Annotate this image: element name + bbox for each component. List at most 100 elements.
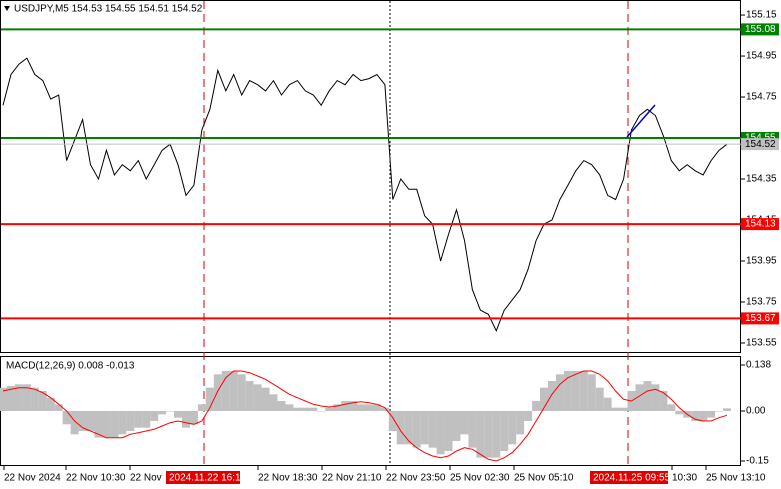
histogram-bar	[547, 381, 556, 411]
histogram-bar	[587, 374, 596, 411]
histogram-bar	[707, 411, 716, 418]
current-price-label: 154.52	[745, 139, 776, 150]
histogram-bar	[86, 411, 95, 431]
histogram-bar	[460, 411, 469, 435]
y-tick-label: 153.95	[746, 256, 777, 267]
level-label-box	[741, 218, 779, 231]
y-tick-label: 154.95	[746, 51, 777, 62]
x-tick-label: 22 Nov 23:50	[386, 473, 446, 484]
histogram-bar	[317, 411, 326, 412]
histogram-bar	[158, 411, 167, 415]
price-panel	[0, 0, 741, 353]
histogram-bar	[667, 404, 676, 411]
histogram-bar	[261, 387, 270, 411]
histogram-bar	[540, 387, 549, 411]
x-tick-label: 22 Nov 2024	[4, 473, 61, 484]
histogram-bar	[436, 411, 445, 455]
histogram-bar	[102, 411, 111, 438]
histogram-bar	[62, 411, 71, 425]
histogram-bar	[484, 411, 493, 458]
y-tick-label: 155.15	[746, 10, 777, 21]
current-price-box	[741, 138, 779, 151]
level-label: 154.13	[745, 219, 776, 230]
histogram-bar	[532, 401, 541, 411]
histogram-bar	[555, 374, 564, 411]
histogram-bar	[595, 387, 604, 411]
chart-title: USDJPY,M5 154.53 154.55 154.51 154.52	[14, 4, 203, 15]
histogram-bar	[396, 411, 405, 445]
histogram-bar	[325, 407, 334, 411]
x-tick-label: 25 Nov 13:10	[706, 473, 766, 484]
price-line	[2, 57, 728, 332]
histogram-bar	[516, 411, 525, 435]
histogram-bar	[285, 404, 294, 411]
histogram-bar	[524, 411, 533, 421]
histogram-bar	[150, 411, 159, 421]
histogram-bar	[245, 381, 254, 411]
histogram-bar	[349, 401, 358, 411]
histogram-bar	[189, 411, 198, 425]
histogram-bar	[174, 411, 183, 418]
histogram-bar	[715, 411, 724, 412]
histogram-bar	[619, 407, 628, 411]
y-tick-label: 0.00	[746, 406, 766, 417]
menu-icon	[4, 6, 10, 11]
y-tick-label: 0.138	[746, 360, 771, 371]
histogram-bar	[611, 407, 620, 411]
level-label: 154.55	[745, 133, 776, 144]
marker-box	[590, 471, 668, 484]
histogram-bar	[333, 404, 342, 411]
x-tick-label: 22 Nov	[130, 473, 162, 484]
histogram-bar	[380, 407, 389, 411]
level-label: 153.67	[745, 313, 776, 324]
histogram-bar	[508, 411, 517, 445]
x-tick-label: 10:30	[672, 473, 697, 484]
y-tick-label: 153.55	[746, 338, 777, 349]
y-tick-label: 153.75	[746, 297, 777, 308]
histogram-bar	[277, 401, 286, 411]
histogram-bar	[197, 404, 206, 411]
histogram-bar	[723, 408, 731, 411]
histogram-bar	[341, 401, 350, 411]
macd-title: MACD(12,26,9) 0.008 -0.013	[6, 361, 135, 372]
histogram-bar	[166, 411, 175, 412]
histogram-bar	[699, 411, 708, 421]
histogram-bar	[253, 384, 262, 411]
level-label-box	[741, 23, 779, 36]
histogram-bar	[30, 387, 39, 411]
x-tick-label: 22 Nov 10:30	[66, 473, 126, 484]
histogram-bar	[22, 384, 31, 411]
histogram-bar	[126, 411, 135, 431]
signal-line	[2, 370, 728, 462]
histogram-bar	[357, 404, 366, 411]
histogram-bar	[237, 374, 246, 411]
histogram-bar	[46, 397, 55, 411]
plot-layer: 155.15154.95154.75154.55154.35154.15153.…	[0, 10, 779, 484]
histogram-bar	[221, 371, 230, 411]
histogram-bar	[643, 381, 652, 411]
histogram-bar	[118, 411, 127, 435]
histogram-bar	[571, 371, 580, 411]
histogram-bar	[269, 394, 278, 411]
y-tick-label: 154.75	[746, 92, 777, 103]
x-tick-label: 25 Nov 02:30	[450, 473, 510, 484]
histogram-bar	[110, 411, 119, 438]
histogram-bar	[181, 411, 190, 428]
histogram-bar	[659, 391, 668, 411]
histogram-bar	[94, 411, 103, 438]
histogram-bar	[142, 411, 151, 428]
level-label: 155.08	[745, 24, 776, 35]
y-tick-label: -0.15	[746, 456, 769, 467]
histogram-bar	[420, 411, 429, 445]
marker-label: 2024.11.22 16:10	[169, 473, 247, 484]
histogram-bar	[54, 404, 63, 411]
histogram-bar	[388, 411, 397, 431]
histogram-bar	[500, 411, 509, 451]
histogram-bar	[0, 387, 7, 411]
histogram-bar	[635, 384, 644, 411]
histogram-bar	[412, 411, 421, 448]
histogram-bar	[364, 404, 373, 411]
histogram-bar	[476, 411, 485, 458]
x-tick-label: 22 Nov 18:30	[258, 473, 318, 484]
